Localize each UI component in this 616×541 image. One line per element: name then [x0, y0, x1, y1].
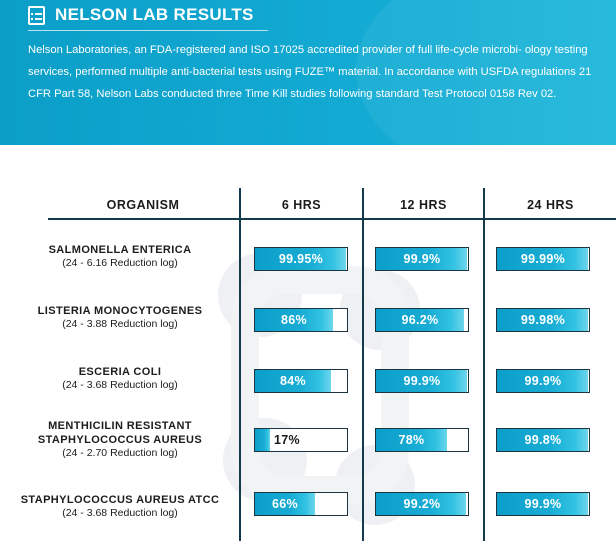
result-value: 99.8% [524, 433, 562, 447]
reduction-log: (24 - 6.16 Reduction log) [62, 257, 178, 269]
title-underline [28, 30, 268, 31]
result-bar: 86% [254, 308, 348, 332]
result-value: 86% [281, 313, 307, 327]
column-header-12hrs: 12 HRS [400, 198, 447, 212]
result-value: 99.9% [524, 497, 562, 511]
result-bar: 99.95% [254, 247, 348, 271]
result-bar: 17% [254, 428, 348, 452]
reduction-log: (24 - 3.88 Reduction log) [62, 318, 178, 330]
result-value: 99.98% [520, 313, 566, 327]
organism-cell: STAPHYLOCOCCUS AUREUS ATCC (24 - 3.68 Re… [0, 493, 240, 520]
column-header-24hrs: 24 HRS [527, 198, 574, 212]
result-value: 99.2% [403, 497, 441, 511]
result-value: 78% [398, 433, 425, 447]
organism-cell: SALMONELLA ENTERICA (24 - 6.16 Reduction… [0, 243, 240, 270]
header-decoration [356, 0, 616, 145]
reduction-log: (24 - 2.70 Reduction log) [62, 447, 178, 459]
result-value: 99.9% [403, 252, 441, 266]
organism-name: STAPHYLOCOCCUS AUREUS [37, 434, 203, 446]
results-table: ORGANISM 6 HRS 12 HRS 24 HRS SALMONELLA … [0, 188, 616, 541]
reduction-log: (24 - 3.68 Reduction log) [62, 379, 178, 391]
document-list-icon [28, 5, 45, 25]
result-value: 84% [280, 374, 306, 388]
column-divider [362, 188, 364, 541]
result-value: 96.2% [401, 313, 439, 327]
header-banner: NELSON LAB RESULTS Nelson Laboratories, … [0, 0, 616, 145]
result-bar: 99.9% [496, 492, 590, 516]
result-value: 99.95% [278, 252, 324, 266]
result-value: 17% [274, 433, 300, 447]
column-header-organism: ORGANISM [106, 198, 180, 212]
result-value: 66% [272, 497, 298, 511]
organism-name: MENTHICILIN RESISTANT [48, 420, 192, 432]
result-value: 99.9% [524, 374, 562, 388]
reduction-log: (24 - 3.68 Reduction log) [62, 507, 178, 519]
result-bar: 99.2% [375, 492, 469, 516]
page-title: NELSON LAB RESULTS [55, 5, 254, 24]
result-bar: 84% [254, 369, 348, 393]
header-description: Nelson Laboratories, an FDA-registered a… [28, 44, 592, 100]
organism-cell: ESCERIA COLI (24 - 3.68 Reduction log) [0, 365, 240, 392]
result-bar: 99.9% [375, 247, 469, 271]
organism-cell: LISTERIA MONOCYTOGENES (24 - 3.88 Reduct… [0, 304, 240, 331]
result-bar: 96.2% [375, 308, 469, 332]
result-bar: 66% [254, 492, 348, 516]
result-bar: 99.8% [496, 428, 590, 452]
header-rule [48, 218, 616, 220]
result-value: 99.9% [403, 374, 441, 388]
title-row: NELSON LAB RESULTS [28, 5, 254, 25]
result-bar: 99.9% [496, 369, 590, 393]
result-bar: 99.99% [496, 247, 590, 271]
column-header-6hrs: 6 HRS [281, 198, 322, 212]
result-bar: 78% [375, 428, 469, 452]
organism-name: ESCERIA COLI [78, 366, 162, 378]
organism-name: SALMONELLA ENTERICA [48, 244, 192, 256]
organism-cell: MENTHICILIN RESISTANT STAPHYLOCOCCUS AUR… [0, 419, 240, 460]
result-value: 99.99% [520, 252, 566, 266]
result-bar: 99.98% [496, 308, 590, 332]
result-bar: 99.9% [375, 369, 469, 393]
organism-name: LISTERIA MONOCYTOGENES [37, 305, 203, 317]
organism-name: STAPHYLOCOCCUS AUREUS ATCC [20, 494, 220, 506]
column-divider [239, 188, 241, 541]
column-divider [483, 188, 485, 541]
